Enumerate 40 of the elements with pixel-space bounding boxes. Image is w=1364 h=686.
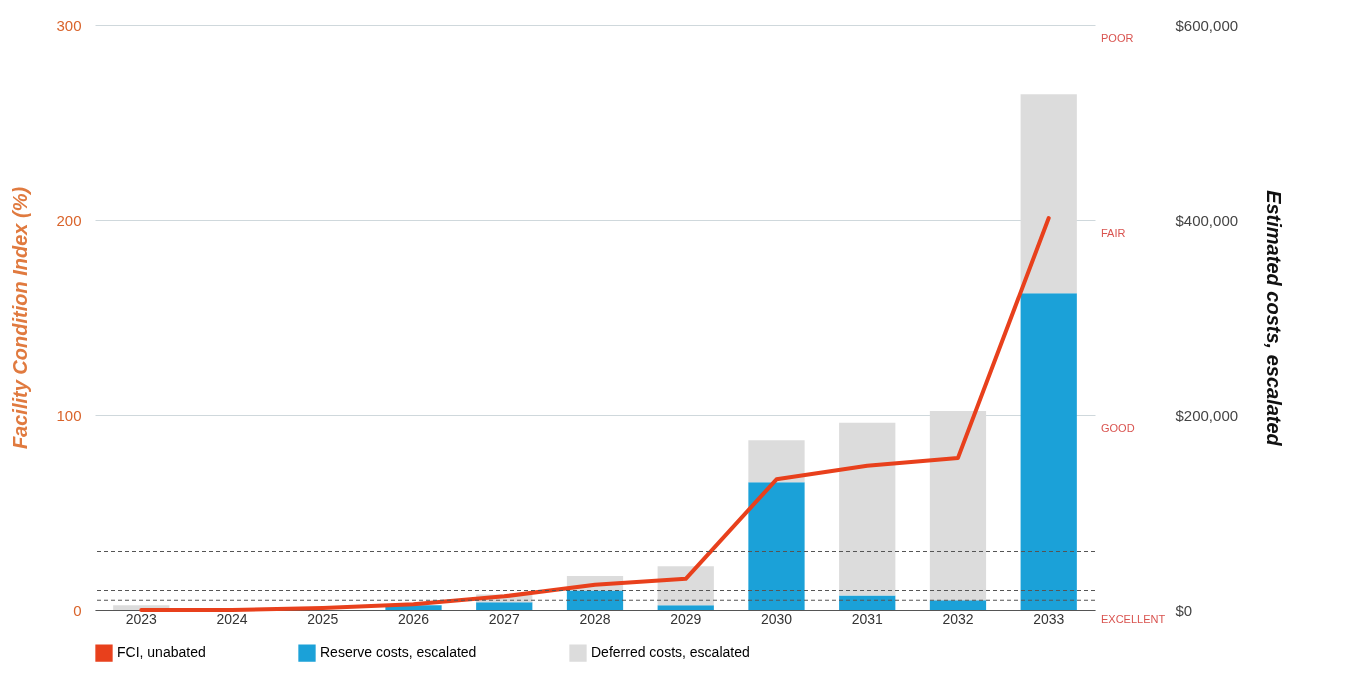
bar [657, 605, 714, 610]
bar [748, 482, 805, 610]
x-tick-label: 2028 [579, 610, 611, 627]
x-tick-label: 2033 [1033, 610, 1065, 627]
x-tick-label: 2030 [760, 610, 793, 627]
y-tick-label: 300 [56, 16, 82, 34]
y2-tick-label: $600,000 [1175, 16, 1239, 34]
legend-label: Reserve costs, escalated [320, 644, 477, 661]
y2-tick-label: $0 [1175, 601, 1193, 619]
bar [476, 602, 533, 610]
y-tick-label: 100 [56, 406, 82, 424]
bar [748, 440, 805, 483]
x-tick-label: 2025 [307, 610, 339, 627]
text: EXCELLENT [1101, 613, 1166, 625]
y2-tick-label: $200,000 [1175, 406, 1239, 424]
y-tick-label: 0 [73, 601, 82, 619]
y2-tick-label: $400,000 [1175, 211, 1239, 229]
bar [929, 411, 987, 601]
text: GOOD [1101, 422, 1135, 434]
bar [839, 422, 896, 596]
bar [1020, 293, 1077, 610]
line-series [139, 216, 1051, 612]
y-tick-label: 200 [56, 211, 82, 229]
bar [1020, 94, 1077, 294]
x-tick-label: 2032 [942, 610, 974, 627]
x-tick-label: 2024 [216, 610, 248, 627]
x-tick-label: 2023 [125, 610, 158, 627]
x-tick-label: 2029 [670, 610, 702, 627]
text: FAIR [1101, 227, 1126, 239]
bar [839, 595, 896, 610]
bar [566, 590, 624, 610]
y-axis-title: Facility Condition Index (%) [9, 186, 32, 450]
x-tick-label: 2027 [488, 610, 521, 627]
text: POOR [1101, 32, 1134, 44]
y2-axis-title: Estimated costs, escalated [1263, 190, 1286, 447]
x-tick-label: 2026 [397, 610, 430, 627]
bar [929, 600, 987, 610]
x-tick-label: 2031 [851, 610, 884, 627]
legend-label: Deferred costs, escalated [591, 644, 750, 661]
legend-label: FCI, unabated [117, 644, 206, 661]
